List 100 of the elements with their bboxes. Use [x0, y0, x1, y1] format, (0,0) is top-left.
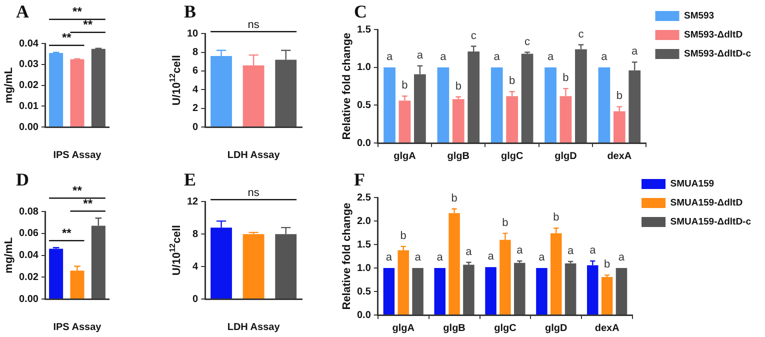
data-label: a: [538, 252, 546, 264]
y-tick-label: 0.02: [18, 272, 39, 283]
bar: [398, 250, 409, 314]
legend-label: SMUA159-ΔdltD: [670, 198, 743, 209]
y-tick-label: 0.0: [356, 310, 372, 321]
data-label: a: [386, 252, 393, 264]
legend-label: SMUA159-ΔdltD-c: [670, 216, 752, 228]
y-tick-label: 0.5: [356, 286, 372, 298]
y-tick-label: 0.04: [18, 38, 39, 50]
chart-title: A: [16, 1, 29, 22]
annotation: **: [62, 226, 72, 240]
bar: [536, 268, 548, 314]
x-tick-label: glgA: [394, 150, 416, 162]
y-tick-label: 2.0: [356, 216, 372, 227]
data-label: a: [618, 252, 626, 264]
bar: [434, 268, 446, 314]
y-tick-label: 0.01: [18, 100, 39, 112]
data-label: a: [547, 50, 554, 63]
y-axis-title: U/1012cell: [168, 55, 184, 106]
bar: [91, 48, 106, 126]
text: **: [83, 18, 93, 32]
y-tick-label: 1.5: [356, 239, 372, 250]
y-tick-label: 2.5: [356, 192, 372, 204]
y-tick-label: 10: [187, 28, 199, 40]
bar: [437, 67, 450, 142]
y-tick-label: 0.06: [18, 228, 39, 240]
y-tick-label: 0.00: [18, 122, 39, 133]
x-tick-label: glgC: [500, 150, 524, 162]
text: **: [72, 4, 82, 19]
y-axis-title: Relative fold change: [341, 32, 354, 140]
data-label: a: [466, 246, 473, 258]
x-tick-label: dexA: [607, 150, 632, 162]
legend-label: SM593: [684, 10, 714, 22]
chart-title: B: [184, 1, 196, 22]
x-axis-title: IPS Assay: [53, 150, 102, 161]
y-tick-label: 0.0: [356, 138, 372, 149]
bar: [463, 264, 474, 314]
data-label: a: [568, 244, 575, 257]
x-tick-label: glgB: [447, 150, 470, 162]
text: **: [72, 183, 82, 198]
bar: [485, 267, 496, 314]
chart-title: D: [16, 169, 29, 190]
y-tick-label: 8: [192, 47, 199, 58]
data-label: b: [616, 90, 622, 102]
text: ns: [248, 19, 260, 32]
data-label: b: [562, 72, 569, 84]
y-tick-label: 0: [192, 294, 199, 305]
bar: [383, 268, 395, 314]
bar: [616, 268, 628, 314]
data-label: b: [400, 230, 406, 242]
data-label: a: [386, 50, 394, 63]
y-axis-title: mg/mL: [3, 236, 16, 274]
y-tick-label: 4: [192, 261, 199, 272]
data-label: a: [488, 250, 495, 263]
data-label: a: [632, 46, 639, 58]
y-axis-title: mg/mL: [3, 66, 16, 104]
data-label: b: [509, 75, 516, 88]
y-tick-label: 0.04: [18, 250, 39, 262]
data-label: a: [516, 244, 524, 257]
y-tick-label: 8: [192, 228, 199, 240]
x-tick-label: dexA: [594, 322, 620, 334]
data-label: b: [604, 258, 610, 271]
y-tick-label: 0.00: [18, 294, 39, 305]
y-tick-label: 2: [192, 103, 199, 114]
data-label: a: [601, 50, 608, 63]
x-axis-title: IPS Assay: [53, 322, 102, 333]
legend-label: SM593-ΔdltD-c: [684, 48, 752, 60]
y-tick-label: 1.0: [356, 262, 372, 274]
data-label: a: [440, 50, 448, 63]
bar: [514, 262, 526, 314]
y-tick-label: 6: [192, 66, 199, 77]
x-tick-label: glgA: [392, 322, 414, 334]
chart-title: E: [184, 169, 196, 190]
y-axis-title: Relative fold change: [341, 202, 354, 310]
y-tick-label: 1.5: [356, 24, 372, 36]
x-tick-label: glgC: [494, 322, 516, 334]
data-label: a: [590, 244, 597, 257]
y-tick-label: 0.03: [18, 59, 39, 70]
data-label: b: [553, 212, 560, 224]
data-label: a: [436, 252, 444, 264]
data-label: c: [470, 30, 477, 42]
data-label: a: [494, 50, 501, 63]
data-label: b: [455, 80, 462, 92]
y-tick-label: 0.5: [356, 100, 372, 111]
y-tick-label: 1.0: [356, 62, 372, 74]
data-label: a: [414, 252, 422, 264]
bar: [49, 248, 64, 298]
data-label: b: [502, 216, 508, 229]
bar: [544, 67, 556, 142]
text: **: [83, 196, 93, 210]
bar: [49, 52, 64, 126]
bar: [564, 263, 576, 314]
y-tick-label: 0.02: [18, 80, 39, 92]
data-label: a: [416, 49, 424, 62]
y-tick-label: 12: [187, 196, 199, 208]
legend-label: SMUA159: [670, 178, 714, 190]
y-tick-label: 4: [192, 84, 199, 96]
x-axis-title: LDH Assay: [227, 150, 280, 161]
x-tick-label: glgB: [443, 322, 466, 334]
data-label: b: [402, 80, 408, 92]
